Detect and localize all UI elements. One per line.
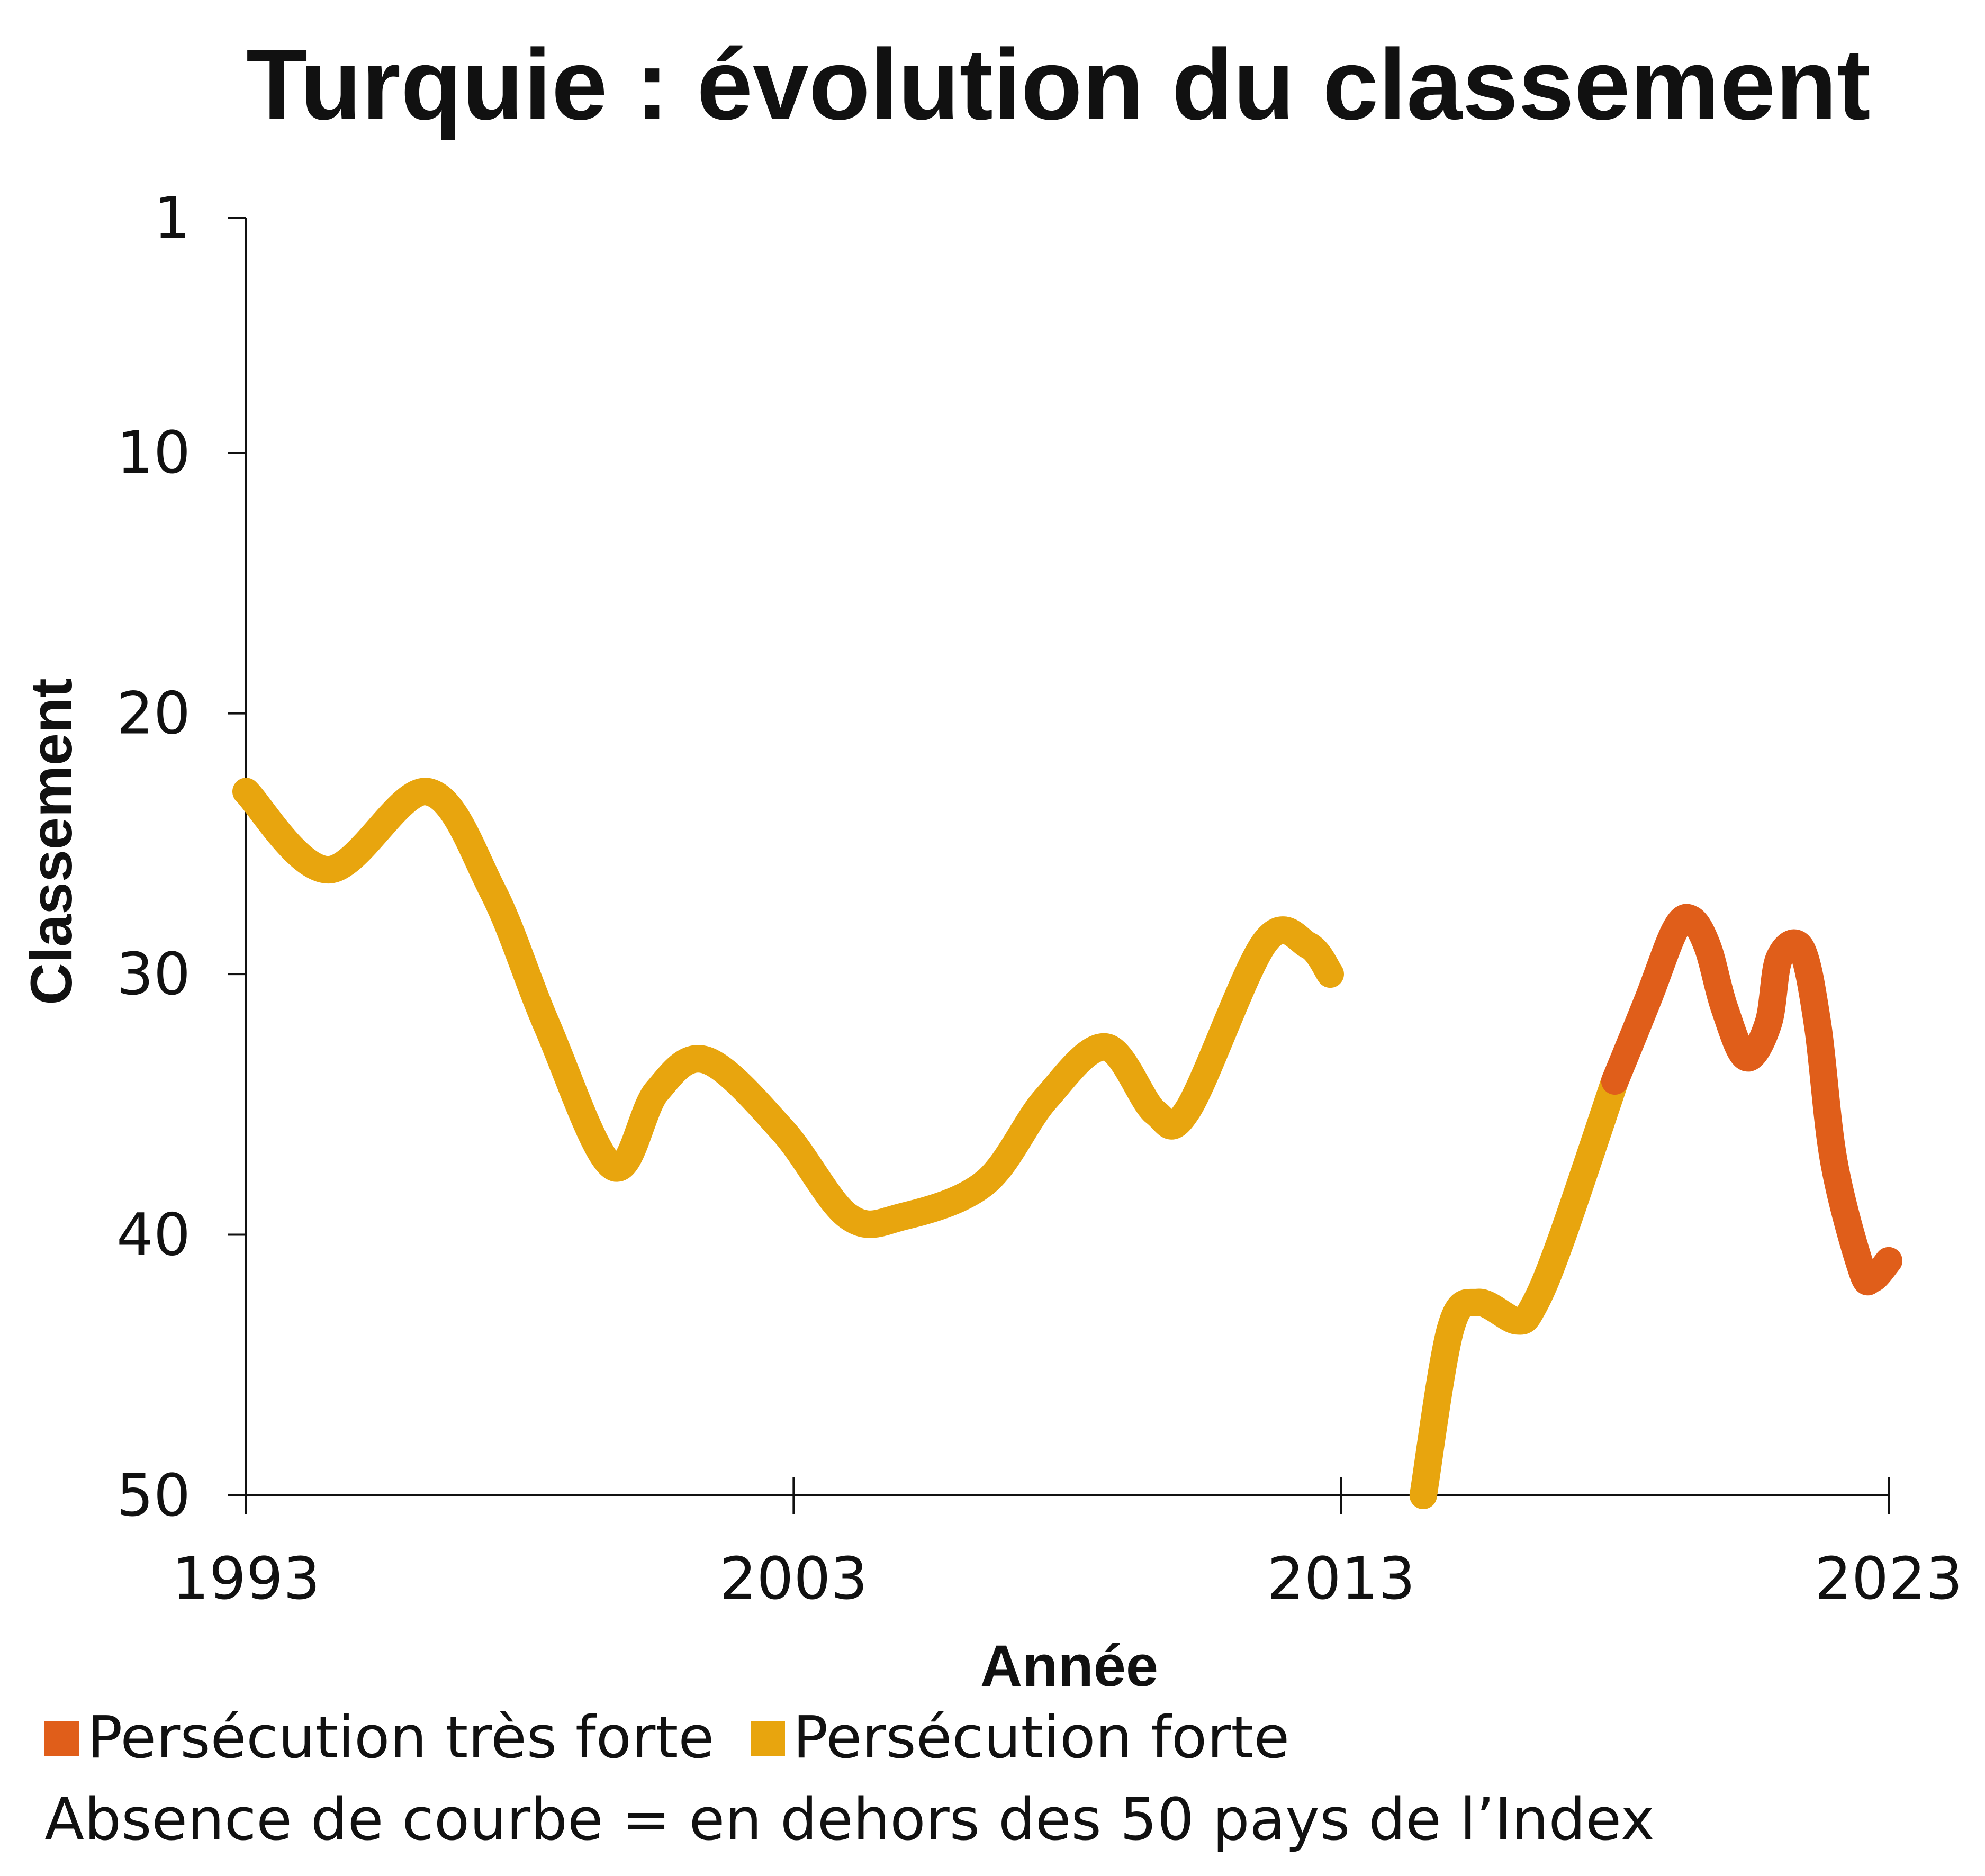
legend-note: Absence de courbe = en dehors des 50 pay… [44,1785,1655,1853]
x-tick-label: 1993 [172,1545,320,1612]
y-ticks: 1 10 20 30 40 50 [116,184,246,1529]
chart-title: Turquie : évolution du classement [246,29,1871,141]
y-tick-label: 40 [116,1201,191,1269]
x-axis-title: Année [980,1634,1158,1699]
y-tick-label: 1 [154,184,191,252]
y-tick-label: 30 [116,940,191,1008]
legend-swatch-very-strong [44,1721,79,1756]
series-line-very-strong-segment-1 [1601,904,1902,1296]
y-tick-label: 10 [116,419,191,486]
legend-swatch-strong [751,1721,785,1756]
x-axis: 1993 2003 2013 2023 [172,1477,1963,1612]
legend: Persécution très forte Persécution forte… [44,1703,1655,1853]
series-layer [232,778,1902,1509]
y-tick-label: 50 [116,1462,191,1529]
y-axis: 1 10 20 30 40 50 [116,184,247,1529]
series-line-strong-segment-1 [232,778,1344,1238]
y-tick-label: 20 [116,680,191,747]
legend-label-very-strong: Persécution très forte [87,1703,714,1771]
legend-label-strong: Persécution forte [793,1703,1289,1771]
series-line-strong-segment-2 [1409,1067,1629,1509]
y-axis-title: Classement [19,678,84,1005]
x-ticks: 1993 2003 2013 2023 [172,1477,1963,1612]
x-tick-label: 2023 [1815,1545,1963,1612]
x-tick-label: 2003 [719,1545,868,1612]
x-tick-label: 2013 [1267,1545,1415,1612]
